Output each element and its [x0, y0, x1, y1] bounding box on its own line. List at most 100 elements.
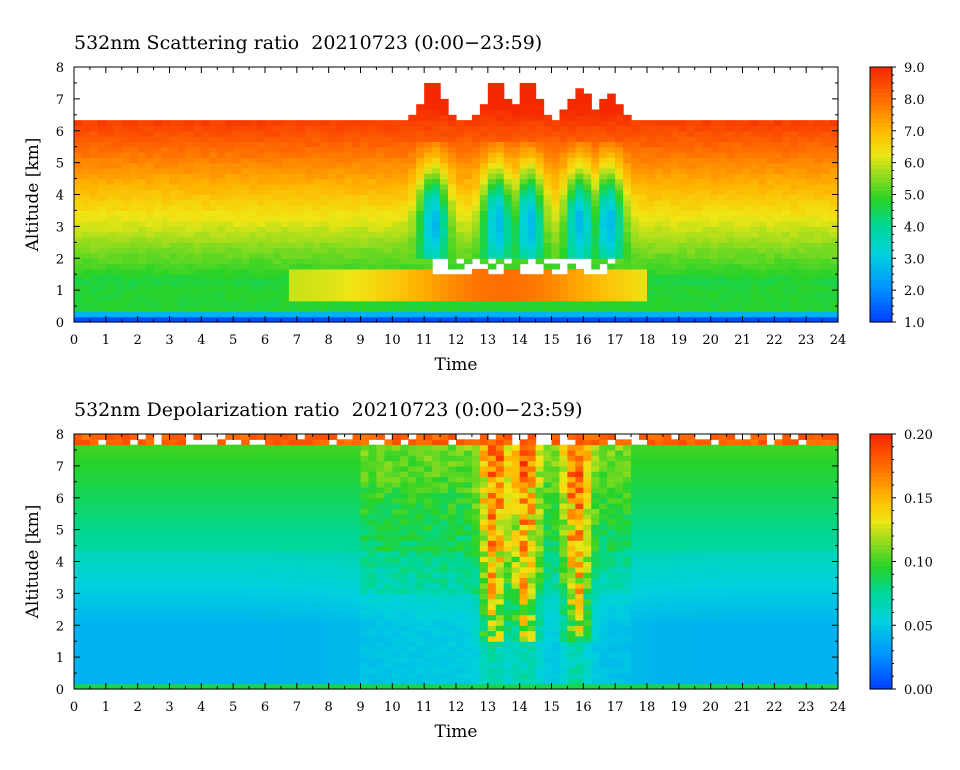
heatmap-cell	[639, 247, 648, 254]
heatmap-cell	[288, 141, 298, 148]
heatmap-cell	[81, 556, 91, 563]
heatmap-cell	[479, 205, 489, 212]
heatmap-cell	[527, 173, 537, 180]
heatmap-cell	[177, 534, 187, 541]
heatmap-cell	[416, 173, 425, 180]
heatmap-cell	[201, 593, 210, 600]
heatmap-cell	[551, 130, 561, 137]
heatmap-cell	[241, 641, 250, 648]
heatmap-cell	[360, 194, 370, 201]
heatmap-cell	[623, 194, 632, 201]
heatmap-cell	[209, 481, 218, 488]
heatmap-cell	[177, 183, 187, 190]
heatmap-cell	[479, 194, 489, 201]
heatmap-cell	[599, 252, 608, 259]
heatmap-cell	[145, 125, 155, 132]
heatmap-cell	[272, 274, 282, 281]
x-tick-label: 19	[671, 333, 688, 348]
heatmap-cell	[575, 231, 584, 238]
heatmap-cell	[153, 577, 163, 584]
heatmap-cell	[718, 263, 728, 270]
heatmap-cell	[201, 471, 210, 478]
heatmap-cell	[304, 162, 314, 169]
heatmap-cell	[607, 247, 616, 254]
heatmap-cell	[81, 316, 91, 323]
heatmap-cell	[814, 141, 823, 148]
heatmap-cell	[161, 194, 171, 201]
heatmap-cell	[137, 226, 147, 233]
heatmap-cell	[193, 157, 202, 164]
heatmap-cell	[241, 306, 250, 312]
heatmap-cell	[567, 284, 576, 291]
heatmap-cell	[81, 215, 91, 222]
heatmap-cell	[265, 173, 274, 180]
heatmap-cell	[121, 471, 131, 478]
heatmap-cell	[89, 130, 99, 137]
heatmap-cell	[400, 231, 409, 238]
heatmap-cell	[368, 279, 378, 286]
heatmap-cell	[113, 657, 123, 664]
heatmap-cell	[623, 136, 632, 142]
heatmap-cell	[312, 215, 322, 222]
heatmap-cell	[527, 104, 537, 111]
heatmap-cell	[201, 226, 210, 233]
heatmap-cell	[209, 263, 218, 270]
heatmap-cell	[225, 598, 234, 605]
heatmap-cell	[623, 263, 632, 270]
heatmap-cell	[81, 598, 91, 605]
heatmap-cell	[734, 162, 744, 169]
heatmap-cell	[408, 130, 417, 137]
heatmap-cell	[519, 295, 529, 302]
heatmap-cell	[89, 651, 99, 658]
heatmap-cell	[432, 306, 441, 312]
heatmap-cell	[185, 471, 194, 478]
heatmap-cell	[336, 136, 346, 142]
heatmap-cell	[161, 497, 171, 504]
heatmap-cell	[265, 237, 274, 243]
heatmap-cell	[798, 120, 807, 127]
heatmap-cell	[591, 226, 600, 233]
heatmap-cell	[599, 109, 608, 116]
heatmap-cell	[344, 258, 354, 265]
heatmap-cell	[209, 487, 218, 494]
heatmap-cell	[74, 306, 83, 312]
heatmap-cell	[551, 274, 561, 281]
heatmap-cell	[336, 141, 346, 148]
heatmap-cell	[272, 183, 282, 190]
heatmap-cell	[81, 189, 91, 196]
heatmap-cell	[376, 306, 385, 312]
heatmap-cell	[702, 290, 712, 297]
heatmap-cell	[742, 194, 752, 201]
heatmap-cell	[718, 125, 728, 132]
heatmap-cell	[217, 231, 226, 238]
heatmap-cell	[654, 146, 664, 153]
heatmap-cell	[217, 540, 226, 547]
heatmap-cell	[814, 183, 823, 190]
heatmap-cell	[591, 109, 600, 116]
heatmap-cell	[74, 434, 83, 440]
heatmap-cell	[591, 183, 600, 190]
heatmap-cell	[241, 231, 250, 238]
heatmap-cell	[233, 503, 242, 509]
heatmap-cell	[806, 157, 815, 164]
heatmap-cell	[177, 513, 187, 520]
heatmap-cell	[185, 210, 194, 217]
colorbar	[870, 67, 892, 323]
heatmap-cell	[678, 237, 688, 243]
heatmap-cell	[257, 167, 266, 174]
heatmap-cell	[654, 279, 664, 286]
heatmap-cell	[583, 242, 592, 249]
heatmap-cell	[774, 242, 783, 249]
heatmap-cell	[822, 284, 831, 291]
heatmap-cell	[615, 258, 624, 265]
heatmap-cell	[233, 582, 242, 589]
heatmap-cell	[742, 279, 752, 286]
heatmap-cell	[328, 167, 338, 174]
heatmap-cell	[742, 136, 752, 142]
heatmap-cell	[535, 178, 545, 185]
heatmap-cell	[209, 237, 218, 243]
heatmap-cell	[631, 242, 640, 249]
heatmap-cell	[225, 572, 234, 579]
heatmap-cell	[456, 242, 465, 249]
heatmap-cell	[702, 258, 712, 265]
